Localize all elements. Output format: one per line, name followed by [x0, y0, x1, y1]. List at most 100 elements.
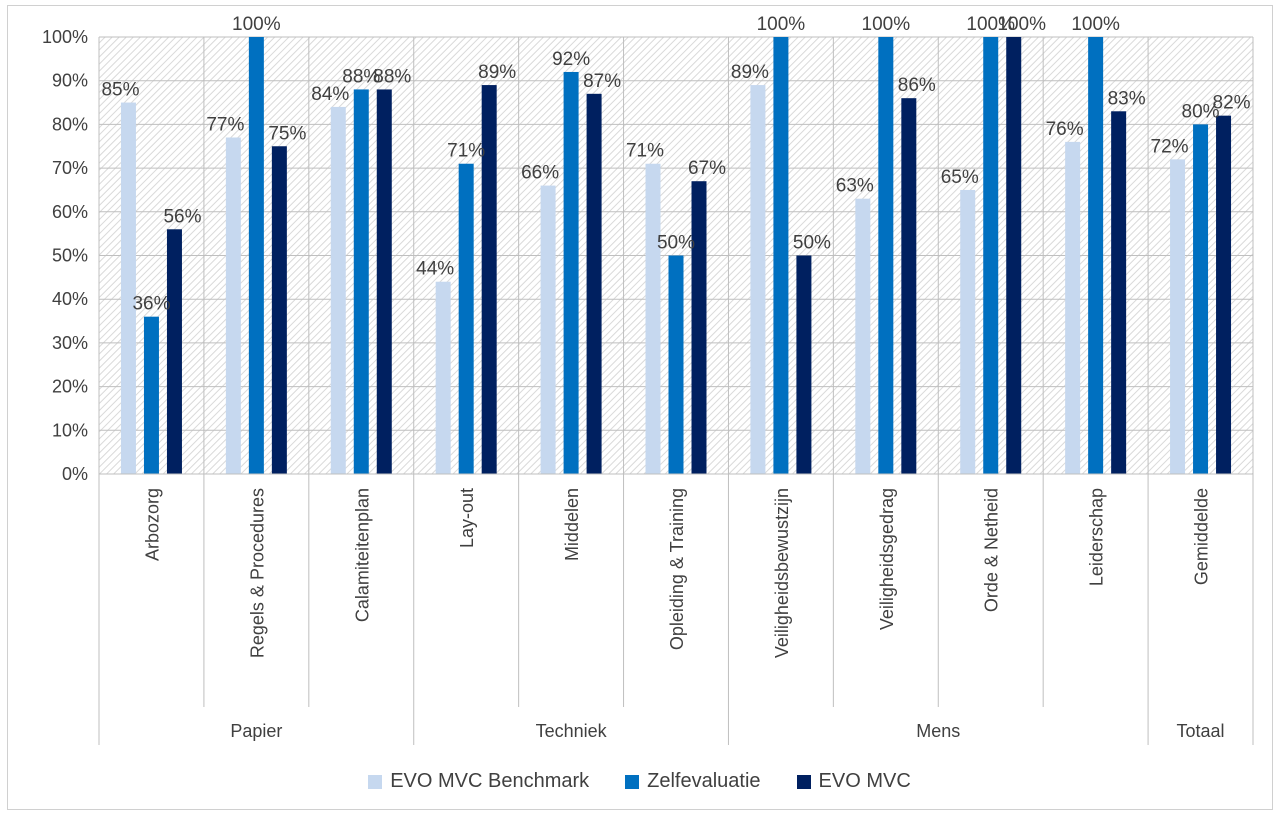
bar: [330, 106, 346, 475]
data-label: 71%: [626, 141, 664, 162]
bar: [353, 89, 369, 474]
data-label: 100%: [966, 14, 1015, 35]
data-label: 67%: [688, 158, 726, 179]
legend-label-zelfevaluatie: Zelfevaluatie: [647, 770, 761, 792]
group-label: Papier: [230, 721, 282, 741]
bar: [248, 37, 264, 474]
data-label: 83%: [1108, 88, 1146, 109]
y-tick-label: 60%: [52, 202, 88, 222]
y-tick-label: 70%: [52, 158, 88, 178]
bar: [960, 189, 976, 474]
y-tick-label: 30%: [52, 333, 88, 353]
data-label: 77%: [206, 115, 244, 136]
bar: [435, 281, 451, 474]
data-label: 71%: [447, 141, 485, 162]
category-label: Orde & Netheid: [982, 488, 1002, 612]
category-label: Veiligheidsgedrag: [877, 488, 897, 630]
bar: [271, 146, 287, 474]
bar: [376, 89, 392, 474]
legend-label-evo-mvc: EVO MVC: [818, 770, 911, 792]
data-label: 88%: [373, 66, 411, 87]
group-label: Totaal: [1177, 721, 1225, 741]
bar: [1170, 159, 1186, 475]
y-tick-label: 100%: [42, 27, 88, 47]
data-label: 100%: [997, 14, 1046, 35]
category-label: Veiligheidsbewustzijn: [772, 488, 792, 658]
data-label: 87%: [583, 71, 621, 92]
data-label: 50%: [793, 233, 831, 254]
category-label: Gemiddelde: [1192, 488, 1212, 585]
bar: [563, 71, 579, 475]
data-label: 100%: [232, 14, 281, 35]
bar: [225, 137, 241, 474]
data-label: 72%: [1151, 136, 1189, 157]
bar: [645, 163, 661, 475]
category-label: Calamiteitenplan: [352, 488, 372, 622]
y-tick-label: 0%: [62, 464, 88, 484]
data-label: 66%: [521, 163, 559, 184]
data-label: 80%: [1182, 101, 1220, 122]
bar: [1006, 37, 1022, 474]
data-label: 63%: [836, 176, 874, 197]
data-label: 44%: [416, 259, 454, 280]
bar: [481, 85, 497, 474]
data-label: 92%: [552, 49, 590, 70]
data-label: 84%: [311, 84, 349, 105]
bar: [1065, 141, 1081, 474]
data-label: 50%: [657, 233, 695, 254]
bar: [458, 163, 474, 475]
bar: [1088, 37, 1104, 474]
y-tick-label: 20%: [52, 377, 88, 397]
bar: [1193, 124, 1209, 475]
y-tick-label: 80%: [52, 114, 88, 134]
legend: EVO MVC Benchmark Zelfevaluatie EVO MVC: [0, 770, 1279, 793]
bar: [586, 93, 602, 474]
bar: [855, 198, 871, 474]
y-tick-label: 90%: [52, 71, 88, 91]
category-label: Arbozorg: [142, 488, 162, 561]
data-label: 100%: [1071, 14, 1120, 35]
bar: [901, 98, 917, 475]
bar: [1111, 111, 1127, 474]
data-label: 56%: [163, 206, 201, 227]
category-label: Opleiding & Training: [667, 488, 687, 650]
data-label: 100%: [862, 14, 911, 35]
legend-item-zelfevaluatie: Zelfevaluatie: [625, 770, 761, 793]
bar: [120, 102, 136, 475]
bar: [691, 181, 707, 474]
bar: [668, 255, 684, 474]
legend-swatch-evo-mvc: [796, 774, 811, 789]
bar: [750, 85, 766, 474]
y-tick-label: 10%: [52, 420, 88, 440]
bar: [540, 185, 556, 474]
data-label: 88%: [342, 66, 380, 87]
bar: [983, 37, 999, 474]
data-label: 89%: [478, 62, 516, 83]
bar: [796, 255, 812, 474]
data-label: 36%: [132, 294, 170, 315]
group-label: Techniek: [536, 721, 608, 741]
category-label: Leiderschap: [1087, 488, 1107, 586]
category-label: Lay-out: [457, 488, 477, 548]
bar: [878, 37, 894, 474]
data-label: 89%: [731, 62, 769, 83]
legend-swatch-zelfevaluatie: [625, 774, 640, 789]
data-label: 86%: [898, 75, 936, 96]
legend-label-benchmark: EVO MVC Benchmark: [390, 770, 590, 792]
legend-swatch-benchmark: [368, 774, 383, 789]
y-tick-label: 40%: [52, 289, 88, 309]
data-label: 65%: [941, 167, 979, 188]
data-label: 85%: [101, 80, 139, 101]
bar: [773, 37, 789, 474]
bar: [1216, 115, 1232, 474]
data-label: 100%: [757, 14, 806, 35]
category-label: Regels & Procedures: [247, 488, 267, 658]
legend-item-benchmark: EVO MVC Benchmark: [368, 770, 589, 793]
category-label: Middelen: [562, 488, 582, 561]
y-tick-label: 50%: [52, 246, 88, 266]
group-label: Mens: [916, 721, 960, 741]
data-label: 76%: [1046, 119, 1084, 140]
bar: [166, 229, 182, 474]
legend-item-evo-mvc: EVO MVC: [796, 770, 911, 793]
data-label: 75%: [268, 123, 306, 144]
